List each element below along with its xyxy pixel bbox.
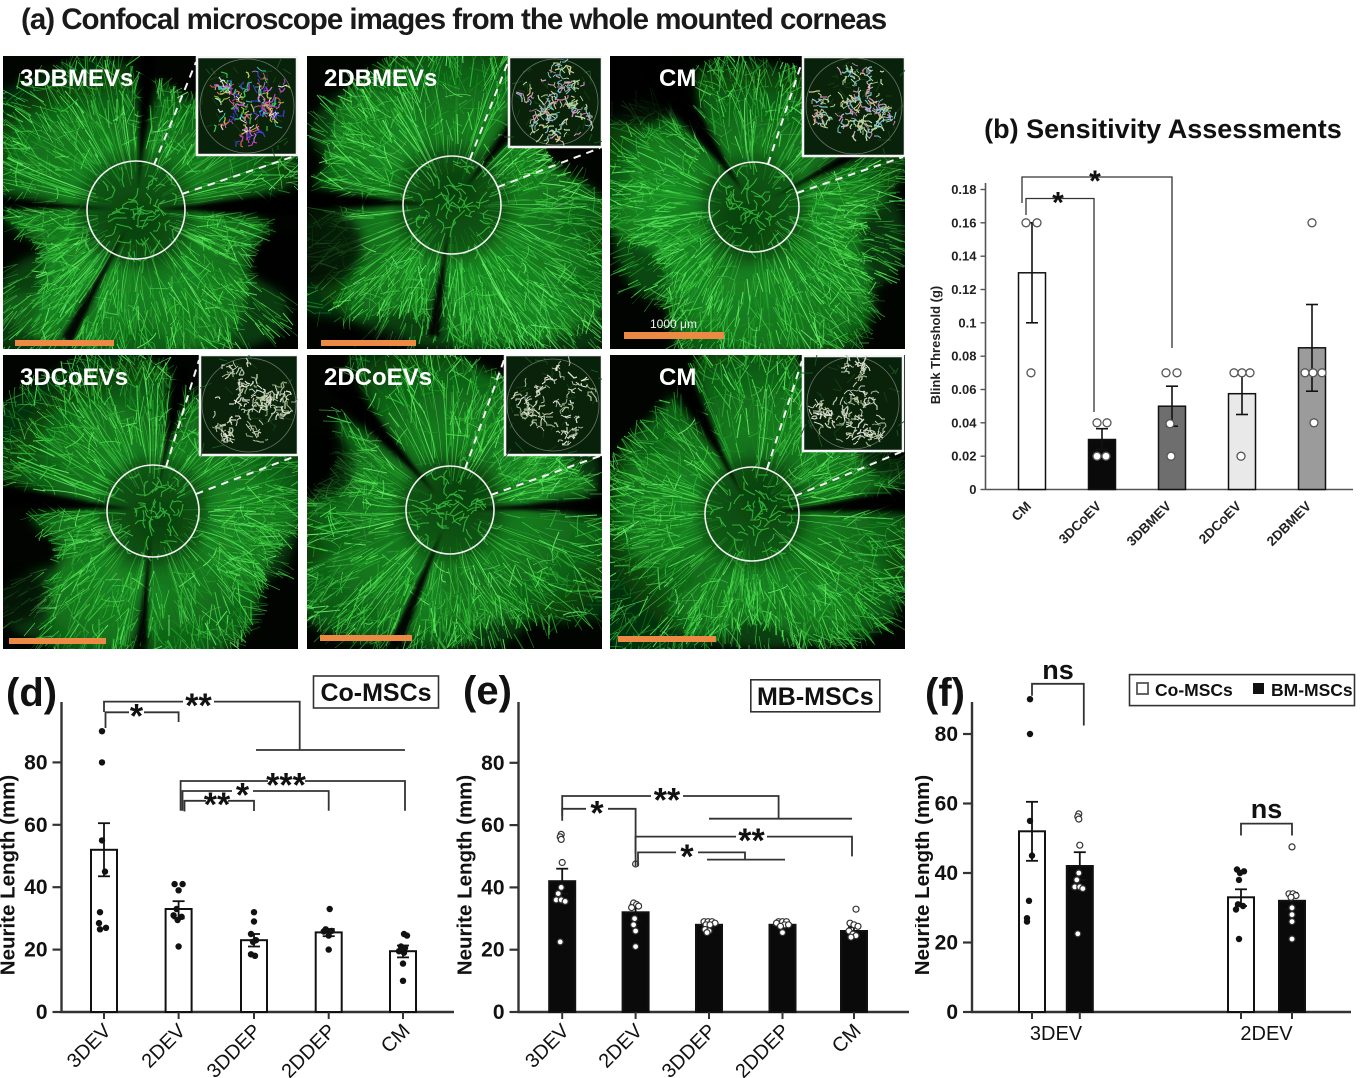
svg-text:2DEV: 2DEV	[138, 1020, 191, 1073]
svg-text:ns: ns	[1042, 655, 1074, 685]
svg-text:*: *	[1089, 165, 1101, 198]
svg-text:Co-MSCs: Co-MSCs	[1155, 680, 1233, 700]
svg-text:80: 80	[935, 723, 958, 746]
svg-text:**: **	[185, 687, 212, 725]
svg-text:40: 40	[935, 862, 958, 885]
svg-text:3DEV: 3DEV	[1030, 1023, 1083, 1045]
svg-text:CM: CM	[377, 1020, 415, 1058]
svg-text:CM: CM	[828, 1020, 866, 1058]
svg-text:60: 60	[935, 793, 958, 816]
svg-text:80: 80	[481, 752, 504, 775]
svg-text:Neurite Length (mm): Neurite Length (mm)	[455, 775, 477, 975]
svg-text:Blink Threshold (g): Blink Threshold (g)	[930, 286, 943, 404]
svg-text:**: **	[654, 782, 681, 820]
svg-text:0.14: 0.14	[951, 249, 977, 264]
svg-text:BM-MSCs: BM-MSCs	[1271, 680, 1353, 700]
svg-text:20: 20	[24, 939, 47, 962]
svg-text:1000 μm: 1000 μm	[650, 317, 697, 331]
svg-text:3DCoEVs: 3DCoEVs	[20, 364, 128, 391]
svg-text:Co-MSCs: Co-MSCs	[320, 679, 431, 707]
svg-text:**: **	[204, 786, 231, 824]
svg-text:3DBMEV: 3DBMEV	[1124, 499, 1174, 549]
svg-text:***: ***	[266, 767, 306, 805]
svg-text:20: 20	[935, 932, 958, 955]
svg-text:ns: ns	[1251, 794, 1283, 824]
svg-text:2DBMEVs: 2DBMEVs	[324, 65, 437, 92]
svg-text:2DCoEVs: 2DCoEVs	[324, 364, 432, 391]
svg-text:80: 80	[24, 751, 47, 774]
svg-text:40: 40	[24, 876, 47, 899]
svg-text:0: 0	[969, 482, 976, 497]
svg-text:0.18: 0.18	[951, 182, 976, 197]
svg-text:3DEV: 3DEV	[63, 1020, 116, 1073]
svg-text:0.06: 0.06	[951, 382, 976, 397]
svg-text:0: 0	[946, 1001, 958, 1024]
svg-text:Neurite Length (mm): Neurite Length (mm)	[915, 775, 934, 975]
svg-text:60: 60	[24, 814, 47, 837]
svg-text:3DCoEV: 3DCoEV	[1056, 499, 1104, 547]
svg-text:20: 20	[481, 939, 504, 962]
svg-text:2DEV: 2DEV	[1240, 1023, 1293, 1045]
svg-text:2DDEP: 2DDEP	[731, 1020, 794, 1078]
svg-text:0.08: 0.08	[951, 349, 976, 364]
svg-text:*: *	[590, 794, 604, 832]
svg-text:0.04: 0.04	[951, 415, 977, 430]
svg-text:**: **	[738, 822, 765, 860]
svg-text:0.12: 0.12	[951, 282, 976, 297]
svg-text:CM: CM	[1009, 499, 1034, 524]
svg-text:60: 60	[481, 814, 504, 837]
svg-text:0.02: 0.02	[951, 449, 976, 464]
svg-text:40: 40	[481, 876, 504, 899]
svg-text:2DDEP: 2DDEP	[278, 1020, 341, 1078]
svg-text:*: *	[1052, 186, 1064, 219]
svg-text:(d): (d)	[6, 671, 57, 715]
svg-text:*: *	[236, 777, 250, 815]
svg-text:CM: CM	[659, 364, 696, 391]
svg-text:*: *	[130, 698, 144, 736]
svg-text:CM: CM	[659, 65, 696, 92]
svg-text:3DDEP: 3DDEP	[203, 1020, 266, 1078]
svg-text:(b) Sensitivity Assessments: (b) Sensitivity Assessments	[984, 114, 1342, 144]
svg-text:*: *	[680, 838, 694, 876]
svg-text:3DBMEVs: 3DBMEVs	[20, 65, 133, 92]
svg-text:Neurite Length (mm): Neurite Length (mm)	[0, 775, 20, 975]
svg-text:2DEV: 2DEV	[595, 1020, 648, 1073]
svg-text:(f): (f)	[925, 671, 965, 715]
svg-text:(e): (e)	[463, 669, 512, 713]
svg-text:0: 0	[36, 1001, 48, 1024]
svg-text:3DDEP: 3DDEP	[658, 1020, 721, 1078]
svg-text:0: 0	[493, 1001, 505, 1024]
svg-text:2DBMEV: 2DBMEV	[1264, 499, 1314, 549]
svg-text:2DCoEV: 2DCoEV	[1196, 499, 1244, 547]
svg-text:3DEV: 3DEV	[521, 1020, 574, 1073]
svg-text:0.16: 0.16	[951, 215, 976, 230]
svg-text:MB-MSCs: MB-MSCs	[757, 683, 874, 711]
svg-text:0.1: 0.1	[958, 315, 976, 330]
